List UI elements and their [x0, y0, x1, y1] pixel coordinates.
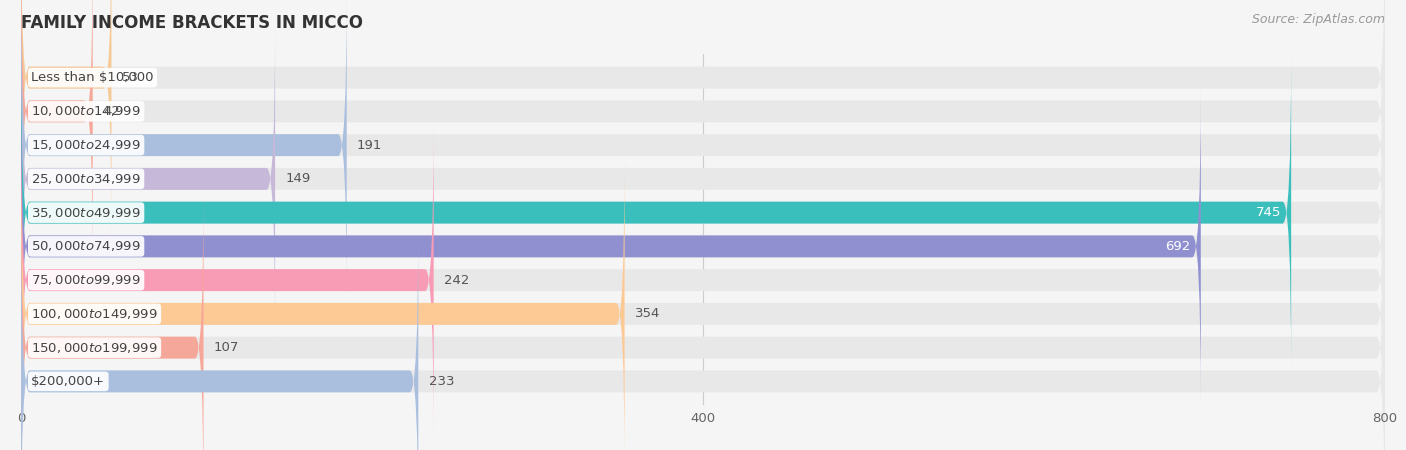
FancyBboxPatch shape: [21, 190, 1385, 450]
Text: Source: ZipAtlas.com: Source: ZipAtlas.com: [1251, 14, 1385, 27]
FancyBboxPatch shape: [21, 122, 1385, 438]
Text: 745: 745: [1256, 206, 1281, 219]
Text: 107: 107: [214, 341, 239, 354]
FancyBboxPatch shape: [21, 224, 419, 450]
Text: $10,000 to $14,999: $10,000 to $14,999: [31, 104, 141, 118]
Text: $15,000 to $24,999: $15,000 to $24,999: [31, 138, 141, 152]
FancyBboxPatch shape: [21, 156, 1385, 450]
FancyBboxPatch shape: [21, 89, 1385, 404]
Text: 692: 692: [1166, 240, 1191, 253]
FancyBboxPatch shape: [21, 156, 624, 450]
Text: 242: 242: [444, 274, 470, 287]
FancyBboxPatch shape: [21, 122, 433, 438]
Text: 233: 233: [429, 375, 454, 388]
FancyBboxPatch shape: [21, 224, 1385, 450]
FancyBboxPatch shape: [21, 0, 111, 235]
FancyBboxPatch shape: [21, 0, 1385, 303]
Text: $35,000 to $49,999: $35,000 to $49,999: [31, 206, 141, 220]
Text: $100,000 to $149,999: $100,000 to $149,999: [31, 307, 157, 321]
FancyBboxPatch shape: [21, 190, 204, 450]
Text: 42: 42: [103, 105, 120, 118]
FancyBboxPatch shape: [21, 21, 276, 337]
FancyBboxPatch shape: [21, 0, 347, 303]
FancyBboxPatch shape: [21, 0, 1385, 269]
Text: 191: 191: [357, 139, 382, 152]
Text: $200,000+: $200,000+: [31, 375, 105, 388]
Text: $150,000 to $199,999: $150,000 to $199,999: [31, 341, 157, 355]
Text: Less than $10,000: Less than $10,000: [31, 71, 153, 84]
Text: $75,000 to $99,999: $75,000 to $99,999: [31, 273, 141, 287]
FancyBboxPatch shape: [21, 55, 1291, 370]
Text: 149: 149: [285, 172, 311, 185]
Text: 53: 53: [122, 71, 139, 84]
FancyBboxPatch shape: [21, 89, 1201, 404]
Text: $50,000 to $74,999: $50,000 to $74,999: [31, 239, 141, 253]
Text: $25,000 to $34,999: $25,000 to $34,999: [31, 172, 141, 186]
Text: FAMILY INCOME BRACKETS IN MICCO: FAMILY INCOME BRACKETS IN MICCO: [21, 14, 363, 32]
FancyBboxPatch shape: [21, 0, 1385, 235]
Text: 354: 354: [636, 307, 661, 320]
FancyBboxPatch shape: [21, 0, 93, 269]
FancyBboxPatch shape: [21, 55, 1385, 370]
FancyBboxPatch shape: [21, 21, 1385, 337]
